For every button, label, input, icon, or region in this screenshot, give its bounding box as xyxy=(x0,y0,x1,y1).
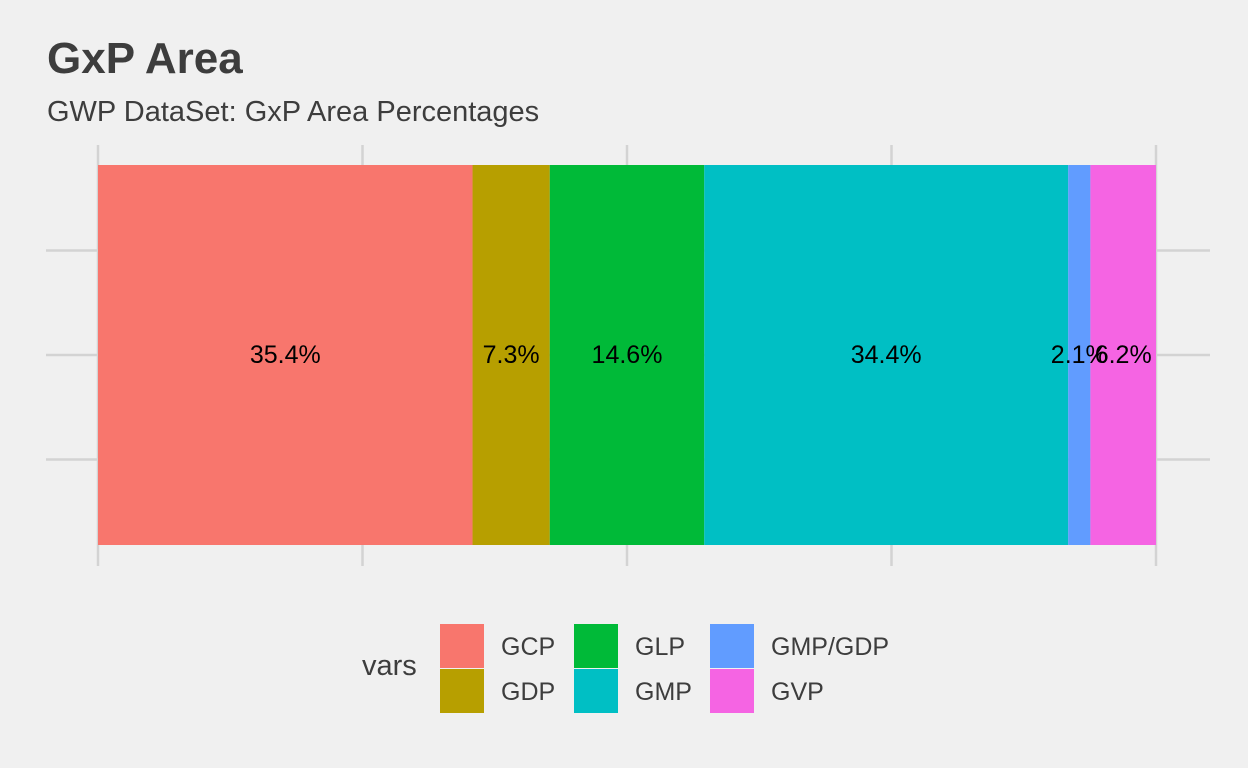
chart-title: GxP Area xyxy=(47,34,243,83)
legend-swatch-gmp-gdp xyxy=(710,624,754,668)
legend-swatch-gmp xyxy=(574,669,618,713)
legend-label-gvp: GVP xyxy=(771,678,824,706)
legend: vars GCP GDP GLP GMP GMP/GDP GVP xyxy=(362,620,922,715)
data-label-gdp: 7.3% xyxy=(483,341,540,369)
legend-label-gcp: GCP xyxy=(501,633,556,661)
data-label-gmp: 34.4% xyxy=(851,341,922,369)
legend-swatch-gcp xyxy=(440,624,484,668)
legend-swatch-gdp xyxy=(440,669,484,713)
bar-segment-gcp xyxy=(98,165,473,545)
legend-label-gdp: GDP xyxy=(501,678,556,706)
bar-segment-gmp xyxy=(704,165,1069,545)
plot-area: 35.4% 7.3% 14.6% 34.4% 2.1%6.2% xyxy=(46,145,1210,566)
legend-label-gmp: GMP xyxy=(635,678,692,706)
bar-segment-gmp-gdp xyxy=(1068,165,1091,545)
legend-title: vars xyxy=(362,650,417,682)
chart-subtitle: GWP DataSet: GxP Area Percentages xyxy=(47,96,540,128)
bar-segment-glp xyxy=(549,165,705,545)
legend-label-gmp-gdp: GMP/GDP xyxy=(771,633,890,661)
bar-segment-gdp xyxy=(472,165,550,545)
stacked-bar xyxy=(98,165,1156,545)
legend-swatch-gvp xyxy=(710,669,754,713)
bar-segment-gvp xyxy=(1090,165,1156,545)
data-label-gcp: 35.4% xyxy=(250,341,321,369)
legend-label-glp: GLP xyxy=(635,633,686,661)
data-label-gvp: 6.2% xyxy=(1095,341,1152,369)
legend-swatch-glp xyxy=(574,624,618,668)
data-label-glp: 14.6% xyxy=(592,341,663,369)
data-label-gmp-gdp: 2.1% xyxy=(1051,341,1108,369)
data-labels: 35.4% 7.3% 14.6% 34.4% 2.1%6.2% xyxy=(250,341,1152,369)
